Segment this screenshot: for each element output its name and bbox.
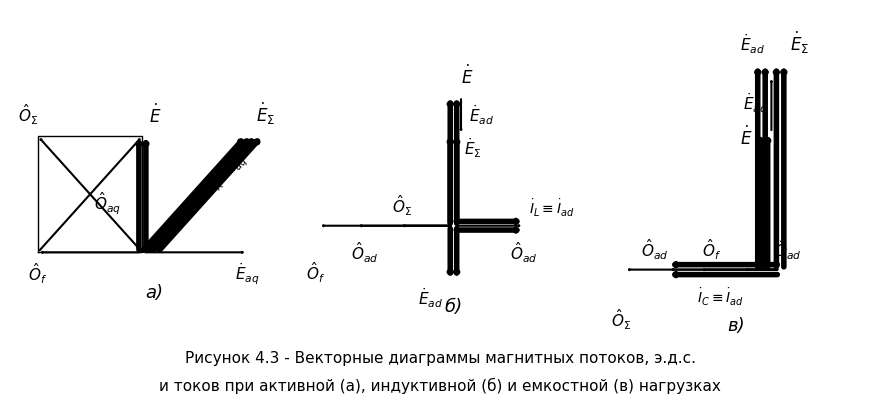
Text: б): б) [444,298,463,316]
Text: $\dot{I}_C \equiv \dot{I}_{ad}$: $\dot{I}_C \equiv \dot{I}_{ad}$ [697,287,744,308]
Text: $\dot{E}_{aq}$: $\dot{E}_{aq}$ [235,262,260,287]
Text: $\dot{E}$: $\dot{E}$ [150,104,162,127]
Text: $\dot{I}_L \equiv \dot{I}_{ad}$: $\dot{I}_L \equiv \dot{I}_{ad}$ [529,198,575,219]
Text: Рисунок 4.3 - Векторные диаграммы магнитных потоков, э.д.с.: Рисунок 4.3 - Векторные диаграммы магнит… [185,351,695,366]
Text: $\hat{O}_{aq}$: $\hat{O}_{aq}$ [93,190,121,217]
Text: и токов при активной (а), индуктивной (б) и емкостной (в) нагрузках: и токов при активной (а), индуктивной (б… [159,378,721,394]
Text: $\dot{E}_{ad}$: $\dot{E}_{ad}$ [740,32,766,56]
Text: $\dot{E}_{ad}$: $\dot{E}_{ad}$ [468,103,494,127]
Text: $\dot{I}_R \equiv \dot{I}_{aq}$: $\dot{I}_R \equiv \dot{I}_{aq}$ [202,147,252,197]
Text: $\dot{E}_{\Sigma}$: $\dot{E}_{\Sigma}$ [256,101,275,127]
Text: $\dot{E}_{\Sigma}$: $\dot{E}_{\Sigma}$ [465,136,482,160]
Text: $\hat{O}_f$: $\hat{O}_f$ [702,237,722,262]
Text: $\hat{O}_{ad}$: $\hat{O}_{ad}$ [641,237,668,262]
Text: $\dot{E}$: $\dot{E}$ [461,65,473,88]
Text: $\dot{E}_{ad}$: $\dot{E}_{ad}$ [743,91,767,115]
Text: $\hat{O}_{ad}$: $\hat{O}_{ad}$ [774,237,802,262]
Text: а): а) [145,284,163,302]
Text: $\dot{E}_{\Sigma}$: $\dot{E}_{\Sigma}$ [790,30,810,56]
Text: в): в) [728,317,745,335]
Text: $\hat{O}_{ad}$: $\hat{O}_{ad}$ [510,241,538,266]
Text: $\hat{O}_{ad}$: $\hat{O}_{ad}$ [351,241,379,266]
Text: $\hat{O}_{\Sigma}$: $\hat{O}_{\Sigma}$ [392,194,413,218]
Text: $\dot{E}$: $\dot{E}$ [740,126,752,149]
Text: $\hat{O}_f$: $\hat{O}_f$ [28,262,48,286]
Text: $\dot{E}_{ad}$: $\dot{E}_{ad}$ [418,286,443,310]
Text: $\hat{O}_{\Sigma}$: $\hat{O}_{\Sigma}$ [18,102,39,127]
Text: $\hat{O}_f$: $\hat{O}_f$ [306,260,326,285]
Text: $\hat{O}_{\Sigma}$: $\hat{O}_{\Sigma}$ [611,307,631,331]
